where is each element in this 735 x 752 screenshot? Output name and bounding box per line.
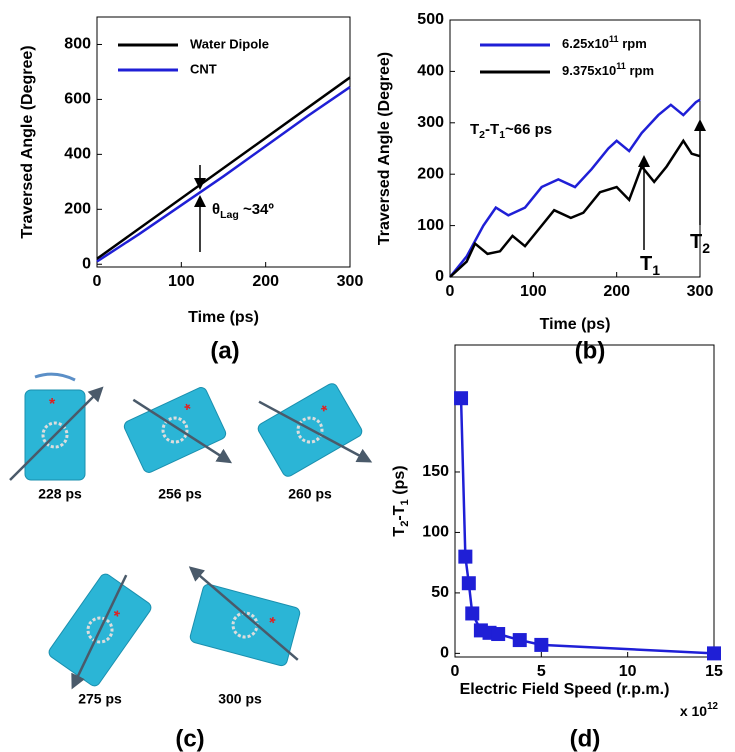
series-line bbox=[450, 141, 700, 277]
y-tick-label: 500 bbox=[417, 11, 444, 28]
marker-label-part: T bbox=[690, 231, 702, 253]
x-multiplier: x 1012 bbox=[680, 701, 719, 719]
x-axis-label: Time (ps) bbox=[188, 309, 259, 326]
plot-frame bbox=[455, 345, 714, 657]
plot-frame bbox=[450, 20, 700, 277]
annotation-part: θ bbox=[212, 201, 220, 218]
marker-label: T1 bbox=[640, 253, 660, 277]
y-tick-label: 100 bbox=[417, 217, 444, 234]
x-axis-label: Time (ps) bbox=[540, 316, 611, 333]
legend-label: CNT bbox=[190, 61, 217, 76]
caption: 275 ps bbox=[78, 691, 122, 707]
x-multiplier-part: x 10 bbox=[680, 703, 707, 719]
annotation: T2-T1~66 ps bbox=[470, 121, 552, 141]
x-multiplier-part: 12 bbox=[707, 701, 718, 712]
annotation-part: -T bbox=[485, 121, 499, 138]
y-axis-label: Traversed Angle (Degree) bbox=[376, 52, 393, 245]
cnt-snapshots: * * * * * bbox=[10, 364, 376, 696]
point bbox=[534, 638, 548, 652]
y-axis-label-part: -T bbox=[391, 505, 408, 520]
legend-label: 9.375x1011 rpm bbox=[562, 61, 654, 78]
y-tick-label: 0 bbox=[82, 255, 91, 272]
x-tick-label: 10 bbox=[619, 663, 637, 680]
x-tick-label: 0 bbox=[451, 663, 460, 680]
annotation-part: Lag bbox=[220, 209, 239, 221]
legend-label-part: 6.25x10 bbox=[562, 36, 609, 51]
y-tick-label: 150 bbox=[422, 463, 449, 480]
marker-label-part: T bbox=[640, 253, 652, 275]
x-tick-label: 0 bbox=[446, 283, 455, 300]
point bbox=[513, 633, 527, 647]
y-axis-label-part: T bbox=[391, 527, 408, 537]
series-line bbox=[97, 77, 350, 258]
point bbox=[491, 627, 505, 641]
y-tick-label: 50 bbox=[431, 584, 449, 601]
x-tick-label: 300 bbox=[687, 283, 714, 300]
x-tick-label: 5 bbox=[537, 663, 546, 680]
x-tick-label: 200 bbox=[603, 283, 630, 300]
legend-label-part: 11 bbox=[609, 34, 619, 44]
marker-label-part: 1 bbox=[652, 262, 660, 278]
y-axis-label: T2-T1 (ps) bbox=[391, 465, 411, 536]
connector-line bbox=[461, 398, 714, 653]
y-tick-label: 0 bbox=[440, 645, 449, 662]
y-axis-label: Traversed Angle (Degree) bbox=[19, 45, 36, 238]
legend-label-part: 9.375x10 bbox=[562, 63, 616, 78]
panel-label: (b) bbox=[575, 337, 606, 364]
legend-label: Water Dipole bbox=[190, 36, 269, 51]
y-tick-label: 200 bbox=[64, 201, 91, 218]
y-tick-label: 400 bbox=[64, 146, 91, 163]
y-tick-label: 800 bbox=[64, 36, 91, 53]
marker-label-part: 2 bbox=[702, 240, 710, 256]
x-tick-label: 15 bbox=[705, 663, 723, 680]
y-tick-label: 400 bbox=[417, 63, 444, 80]
y-tick-label: 0 bbox=[435, 268, 444, 285]
y-tick-label: 300 bbox=[417, 114, 444, 131]
annotation: θLag ~34º bbox=[212, 201, 274, 221]
annotation-part: T bbox=[470, 121, 479, 138]
x-axis-label: Electric Field Speed (r.p.m.) bbox=[460, 681, 670, 698]
y-tick-label: 200 bbox=[417, 165, 444, 182]
point bbox=[707, 646, 721, 660]
x-tick-label: 200 bbox=[252, 273, 279, 290]
annotation-part: ~34º bbox=[239, 201, 275, 218]
caption: 300 ps bbox=[218, 691, 262, 707]
legend-label-part: rpm bbox=[626, 63, 654, 78]
annotation-part: ~66 ps bbox=[505, 121, 552, 138]
x-tick-label: 100 bbox=[520, 283, 547, 300]
panel-label: (d) bbox=[570, 725, 601, 752]
x-tick-label: 300 bbox=[337, 273, 364, 290]
svg-text:*: * bbox=[49, 396, 56, 413]
figure: * * * * * 01002003000200400600800Time (p… bbox=[0, 0, 735, 752]
series-line bbox=[97, 87, 350, 261]
marker-label: T2 bbox=[690, 231, 710, 255]
caption: 228 ps bbox=[38, 486, 82, 502]
point bbox=[462, 576, 476, 590]
panel-label: (a) bbox=[210, 337, 239, 364]
legend-label-part: 11 bbox=[616, 61, 626, 71]
legend-label-part: rpm bbox=[619, 36, 647, 51]
y-axis-label-part: (ps) bbox=[391, 465, 408, 499]
legend-label: 6.25x1011 rpm bbox=[562, 34, 647, 51]
x-tick-label: 100 bbox=[168, 273, 195, 290]
caption: 256 ps bbox=[158, 486, 202, 502]
panel-label: (c) bbox=[175, 725, 204, 752]
plot-frame bbox=[97, 17, 350, 267]
y-tick-label: 600 bbox=[64, 91, 91, 108]
caption: 260 ps bbox=[288, 486, 332, 502]
point bbox=[454, 391, 468, 405]
x-tick-label: 0 bbox=[93, 273, 102, 290]
point bbox=[465, 606, 479, 620]
point bbox=[458, 550, 472, 564]
y-tick-label: 100 bbox=[422, 524, 449, 541]
